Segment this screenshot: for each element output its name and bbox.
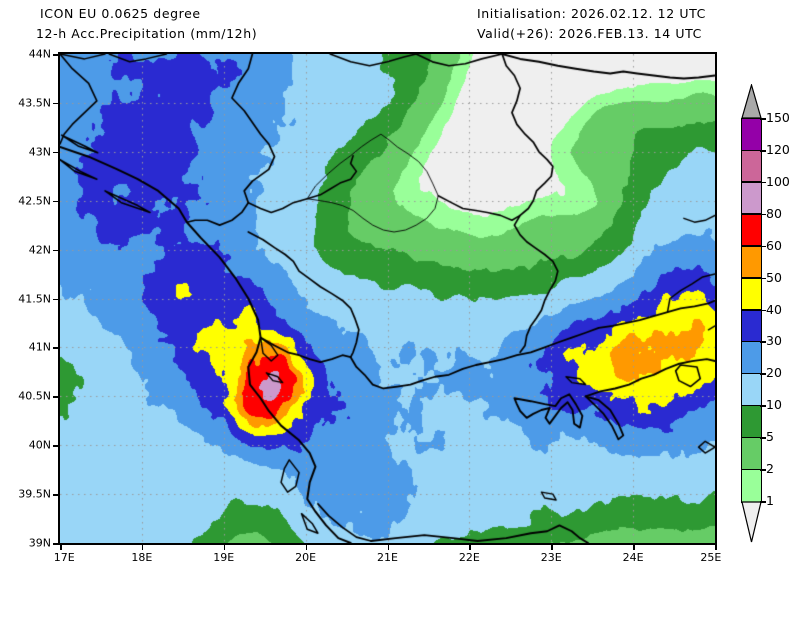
colorbar-separator bbox=[742, 404, 761, 407]
colorbar-separator bbox=[742, 309, 761, 311]
colorbar-band bbox=[742, 278, 761, 311]
y-tick-mark bbox=[53, 54, 58, 56]
y-tick-label: 39N bbox=[28, 536, 51, 550]
colorbar-band bbox=[742, 405, 761, 439]
x-tick-mark bbox=[469, 545, 471, 550]
colorbar-separator bbox=[742, 468, 761, 471]
colorbar-band bbox=[742, 341, 761, 375]
x-tick-mark bbox=[715, 545, 717, 550]
colorbar-band bbox=[742, 118, 761, 151]
x-tick-label: 23E bbox=[540, 551, 562, 564]
x-tick-label: 20E bbox=[295, 551, 317, 564]
x-tick-label: 25E bbox=[700, 551, 722, 564]
colorbar-band bbox=[742, 150, 761, 183]
colorbar-separator bbox=[742, 245, 761, 247]
colorbar-tick-mark bbox=[760, 373, 766, 375]
colorbar-separator bbox=[742, 181, 761, 183]
field-label: 12-h Acc.Precipitation (mm/12h) bbox=[36, 26, 258, 41]
colorbar-tick-label: 100 bbox=[766, 173, 790, 189]
colorbar-tick-mark bbox=[760, 501, 766, 503]
x-tick-mark bbox=[551, 545, 553, 550]
colorbar-tick-label: 1 bbox=[766, 493, 774, 508]
x-tick-mark bbox=[633, 545, 635, 550]
x-tick-label: 18E bbox=[131, 551, 153, 564]
colorbar-separator bbox=[742, 436, 761, 439]
colorbar-band bbox=[742, 373, 761, 407]
x-tick-mark bbox=[305, 545, 308, 550]
colorbar-tick-mark bbox=[760, 118, 766, 120]
colorbar-tick-mark bbox=[760, 245, 766, 248]
colorbar bbox=[741, 118, 762, 503]
colorbar-over-arrow bbox=[741, 84, 762, 119]
colorbar-tick-mark bbox=[760, 341, 766, 343]
y-tick-mark bbox=[53, 445, 58, 447]
colorbar-band bbox=[742, 246, 761, 279]
x-tick-mark bbox=[223, 545, 226, 550]
colorbar-separator bbox=[742, 213, 761, 215]
y-tick-mark bbox=[53, 298, 58, 300]
colorbar-tick-mark bbox=[760, 437, 766, 439]
colorbar-tick-label: 150 bbox=[766, 110, 790, 125]
colorbar-tick-label: 40 bbox=[766, 301, 782, 317]
colorbar-band bbox=[742, 310, 761, 343]
y-tick-mark bbox=[53, 102, 58, 105]
y-tick-label: 43N bbox=[28, 145, 51, 159]
y-tick-mark bbox=[53, 543, 58, 545]
y-tick-mark bbox=[53, 200, 58, 203]
y-tick-label: 41N bbox=[28, 340, 51, 354]
y-tick-label: 40.5N bbox=[18, 389, 51, 403]
colorbar-tick-mark bbox=[760, 469, 766, 471]
colorbar-tick-label: 50 bbox=[766, 269, 782, 285]
colorbar-tick-label: 2 bbox=[766, 461, 774, 477]
y-tick-label: 41.5N bbox=[18, 292, 51, 305]
colorbar-separator bbox=[742, 341, 761, 343]
colorbar-under-arrow bbox=[741, 501, 762, 543]
x-tick-label: 19E bbox=[213, 551, 235, 564]
colorbar-tick-mark bbox=[760, 309, 766, 312]
y-tick-mark bbox=[53, 494, 58, 496]
colorbar-tick-label: 5 bbox=[766, 429, 774, 445]
y-tick-label: 42.5N bbox=[18, 194, 51, 208]
colorbar-band bbox=[742, 182, 761, 215]
colorbar-band bbox=[742, 469, 761, 502]
x-tick-label: 24E bbox=[622, 551, 644, 564]
colorbar-tick-label: 10 bbox=[766, 397, 782, 413]
colorbar-tick-mark bbox=[760, 277, 766, 280]
y-tick-label: 39.5N bbox=[18, 487, 51, 501]
y-tick-mark bbox=[53, 396, 58, 398]
colorbar-tick-label: 60 bbox=[766, 237, 782, 253]
x-tick-label: 17E bbox=[53, 551, 75, 564]
colorbar-band bbox=[742, 214, 761, 247]
y-tick-label: 40N bbox=[28, 438, 51, 452]
colorbar-tick-label: 30 bbox=[766, 333, 782, 349]
colorbar-tick-mark bbox=[760, 181, 766, 184]
x-tick-mark bbox=[141, 545, 144, 550]
model-label: ICON EU 0.0625 degree bbox=[40, 6, 201, 21]
y-tick-label: 43.5N bbox=[18, 96, 51, 110]
colorbar-separator bbox=[742, 277, 761, 279]
colorbar-band bbox=[742, 437, 761, 471]
y-tick-label: 44N bbox=[28, 47, 51, 61]
colorbar-tick-mark bbox=[760, 149, 766, 152]
valid-time-label: Valid(+26): 2026.FEB.13. 14 UTC bbox=[477, 26, 702, 41]
colorbar-tick-label: 120 bbox=[766, 141, 790, 157]
colorbar-separator bbox=[742, 149, 761, 151]
x-tick-mark bbox=[60, 545, 62, 550]
initialisation-label: Initialisation: 2026.02.12. 12 UTC bbox=[477, 6, 706, 21]
y-tick-mark bbox=[53, 347, 58, 349]
colorbar-tick-mark bbox=[760, 405, 766, 407]
colorbar-separator bbox=[742, 372, 761, 375]
x-tick-mark bbox=[387, 545, 389, 550]
map-plot-area bbox=[58, 52, 717, 545]
colorbar-tick-mark bbox=[760, 213, 766, 216]
colorbar-tick-label: 80 bbox=[766, 205, 782, 221]
precipitation-field bbox=[60, 54, 715, 543]
y-tick-label: 42N bbox=[28, 243, 51, 257]
colorbar-tick-label: 20 bbox=[766, 365, 782, 381]
y-tick-mark bbox=[53, 151, 58, 154]
x-tick-label: 22E bbox=[458, 551, 480, 564]
y-tick-mark bbox=[53, 249, 58, 252]
x-tick-label: 21E bbox=[377, 551, 398, 564]
